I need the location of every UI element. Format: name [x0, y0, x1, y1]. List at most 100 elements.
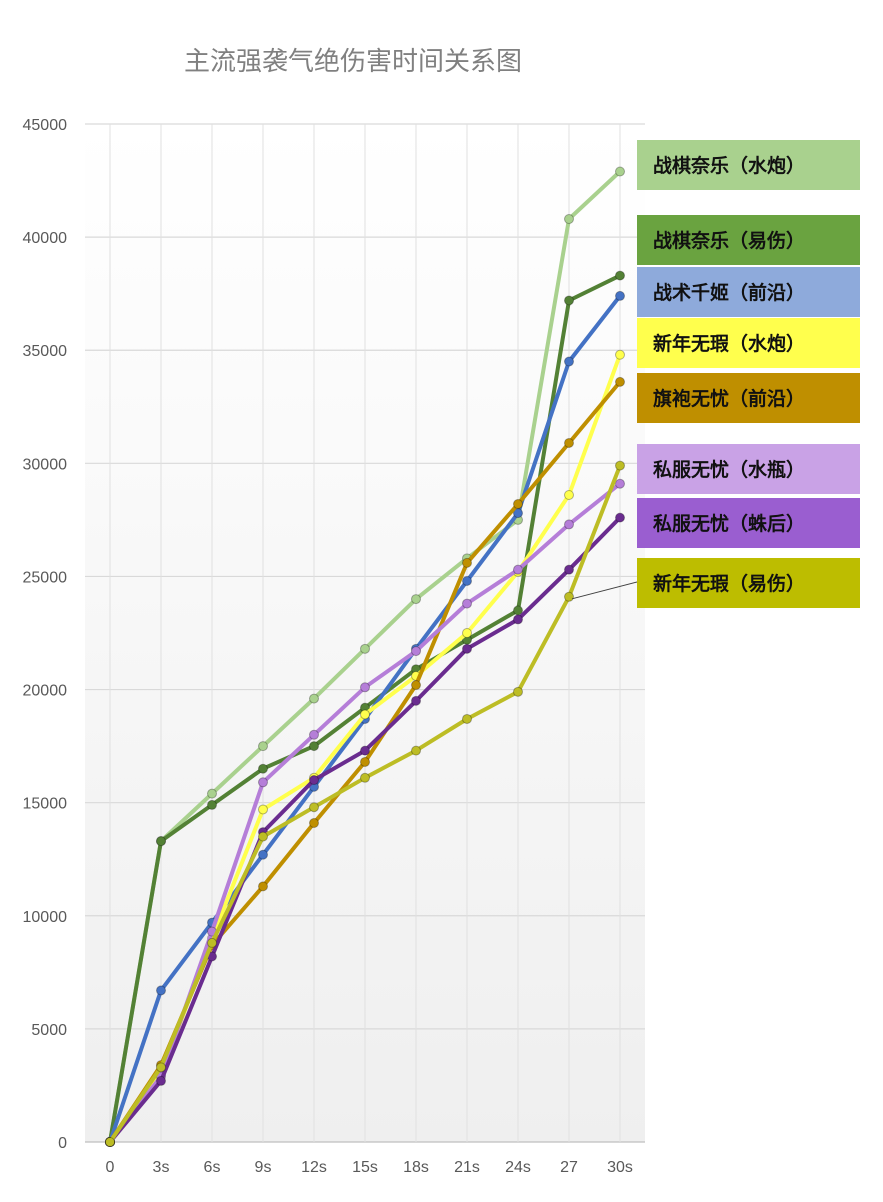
data-point	[360, 682, 370, 693]
data-point	[309, 729, 319, 740]
data-point	[564, 490, 574, 501]
data-point	[462, 575, 472, 586]
data-point	[462, 628, 472, 638]
data-point	[258, 763, 268, 774]
data-point	[615, 166, 625, 177]
legend-item: 战棋奈乐（易伤）	[637, 215, 860, 265]
data-point	[207, 937, 217, 948]
data-point	[156, 836, 166, 847]
x-tick-label: 0	[106, 1159, 115, 1176]
data-point	[462, 713, 472, 724]
legend-label: 战棋奈乐（水炮）	[653, 154, 805, 177]
y-tick-label: 20000	[23, 683, 68, 700]
data-point	[258, 849, 268, 860]
data-point	[615, 460, 625, 471]
legend-label: 私服无忧（水瓶）	[653, 458, 805, 481]
legend-box	[637, 444, 860, 494]
legend-label: 战棋奈乐（易伤）	[653, 229, 805, 252]
data-point	[309, 802, 319, 813]
legend-box	[637, 140, 860, 190]
data-point	[462, 643, 472, 654]
x-tick-label: 18s	[403, 1159, 429, 1176]
series-lines	[105, 166, 625, 1147]
legend-item: 旗袍无忧（前沿）	[637, 373, 860, 423]
legend-item: 新年无瑕（易伤）	[637, 558, 860, 608]
legend: 战棋奈乐（水炮） 战棋奈乐（易伤） 战术千姬（前沿） 新年无瑕（水炮） 旗袍无忧（前沿）…	[571, 140, 860, 608]
legend-item: 私服无忧（蛛后）	[637, 498, 860, 548]
data-point	[513, 686, 523, 697]
legend-item: 战棋奈乐（水炮）	[637, 140, 860, 190]
data-point	[309, 775, 319, 786]
y-tick-label: 40000	[23, 230, 68, 247]
data-point	[156, 1062, 166, 1073]
legend-box	[637, 318, 860, 368]
grid-lines	[85, 123, 645, 1143]
data-point	[615, 349, 625, 360]
data-point	[309, 693, 319, 704]
data-point	[564, 437, 574, 448]
data-point	[513, 508, 523, 519]
data-point	[615, 478, 625, 489]
data-point	[258, 804, 268, 815]
data-point	[105, 1137, 115, 1147]
x-tick-label: 24s	[505, 1159, 531, 1176]
data-point	[411, 594, 421, 605]
x-tick-label: 15s	[352, 1159, 378, 1176]
y-tick-label: 5000	[31, 1022, 67, 1039]
legend-box	[637, 373, 860, 423]
legend-label: 私服无忧（蛛后）	[653, 512, 805, 535]
legend-label: 新年无瑕（水炮）	[653, 332, 805, 355]
data-point	[360, 772, 370, 783]
x-tick-label: 3s	[153, 1159, 170, 1176]
y-tick-label: 15000	[23, 796, 68, 813]
legend-box	[637, 215, 860, 265]
legend-leader-line	[571, 581, 638, 600]
legend-item: 私服无忧（水瓶）	[637, 444, 860, 494]
series-8	[105, 460, 625, 1147]
data-point	[564, 295, 574, 306]
legend-label: 新年无瑕（易伤）	[653, 572, 805, 595]
y-tick-label: 25000	[23, 569, 68, 586]
data-point	[513, 564, 523, 575]
data-point	[564, 519, 574, 530]
data-point	[309, 818, 319, 829]
data-point	[564, 356, 574, 367]
y-axis-tick-labels: 0 5000 10000 15000 20000 25000 30000 35000 40000…	[23, 117, 68, 1152]
x-tick-label: 21s	[454, 1159, 480, 1176]
y-tick-label: 45000	[23, 117, 68, 134]
data-point	[207, 788, 217, 799]
data-point	[411, 745, 421, 756]
data-point	[615, 376, 625, 387]
data-point	[564, 564, 574, 575]
x-axis-tick-labels: 0 3s 6s 9s 12s 15s 18s 21s 24s 27 30s	[106, 1159, 633, 1176]
legend-box	[637, 558, 860, 608]
data-point	[360, 745, 370, 756]
data-point	[207, 799, 217, 810]
legend-label: 旗袍无忧（前沿）	[653, 387, 805, 410]
legend-label: 战术千姬（前沿）	[653, 281, 805, 304]
data-point	[258, 881, 268, 892]
x-tick-label: 27	[560, 1159, 578, 1176]
legend-box	[637, 498, 860, 548]
data-point	[411, 695, 421, 706]
data-point	[564, 214, 574, 225]
x-tick-label: 12s	[301, 1159, 327, 1176]
y-tick-label: 30000	[23, 456, 68, 473]
legend-box	[637, 267, 860, 317]
data-point	[462, 557, 472, 568]
legend-item: 战术千姬（前沿）	[637, 267, 860, 317]
data-point	[360, 756, 370, 767]
data-point	[513, 499, 523, 510]
series-7	[105, 512, 625, 1147]
data-point	[360, 709, 370, 720]
data-point	[462, 598, 472, 609]
data-point	[258, 831, 268, 842]
data-point	[309, 741, 319, 752]
y-tick-label: 35000	[23, 343, 68, 360]
data-point	[258, 741, 268, 752]
y-tick-label: 0	[58, 1135, 67, 1152]
data-point	[156, 985, 166, 996]
data-point	[513, 614, 523, 625]
